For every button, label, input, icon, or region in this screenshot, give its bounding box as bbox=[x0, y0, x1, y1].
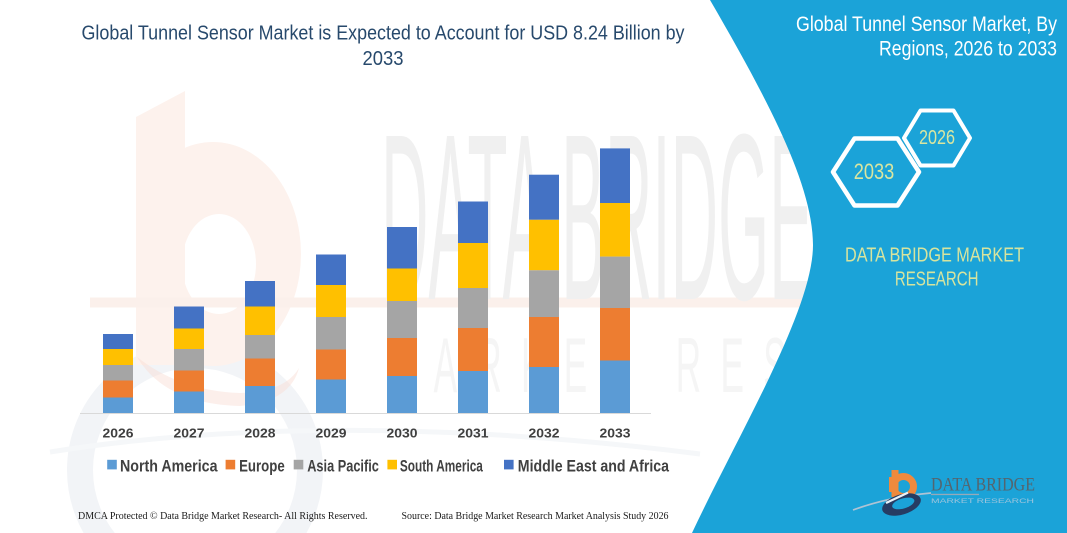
svg-text:Global Tunnel Sensor Market, B: Global Tunnel Sensor Market, By bbox=[796, 12, 1057, 36]
svg-text:2032: 2032 bbox=[529, 426, 560, 441]
svg-text:MARKET RESEARCH: MARKET RESEARCH bbox=[931, 498, 1034, 505]
svg-text:2029: 2029 bbox=[316, 426, 347, 441]
svg-text:DATA BRIDGE MARKET: DATA BRIDGE MARKET bbox=[845, 245, 1024, 267]
svg-text:2026: 2026 bbox=[103, 426, 134, 441]
svg-text:2027: 2027 bbox=[174, 426, 205, 441]
svg-text:DATA BRIDGE: DATA BRIDGE bbox=[931, 474, 1035, 495]
svg-text:Europe: Europe bbox=[239, 458, 285, 476]
svg-text:2033: 2033 bbox=[363, 47, 404, 70]
svg-text:2033: 2033 bbox=[600, 426, 631, 441]
svg-text:DMCA Protected © Data Bridge M: DMCA Protected © Data Bridge Market Rese… bbox=[78, 511, 368, 522]
svg-text:2030: 2030 bbox=[387, 426, 418, 441]
svg-text:2026: 2026 bbox=[919, 127, 955, 149]
svg-text:Global Tunnel Sensor Market is: Global Tunnel Sensor Market is Expected … bbox=[82, 22, 686, 45]
svg-text:DATA BRIDGE: DATA BRIDGE bbox=[381, 85, 813, 350]
svg-text:Source: Data Bridge Market Res: Source: Data Bridge Market Research Mark… bbox=[402, 511, 669, 522]
svg-text:Asia Pacific: Asia Pacific bbox=[307, 458, 379, 476]
svg-text:South America: South America bbox=[400, 458, 484, 476]
svg-text:2033: 2033 bbox=[854, 159, 895, 184]
svg-text:2031: 2031 bbox=[458, 426, 489, 441]
svg-text:Middle East and Africa: Middle East and Africa bbox=[518, 458, 670, 476]
svg-text:Regions, 2026 to 2033: Regions, 2026 to 2033 bbox=[879, 37, 1057, 61]
svg-text:RESEARCH: RESEARCH bbox=[895, 268, 979, 290]
svg-text:2028: 2028 bbox=[245, 426, 276, 441]
svg-text:North America: North America bbox=[120, 458, 218, 476]
